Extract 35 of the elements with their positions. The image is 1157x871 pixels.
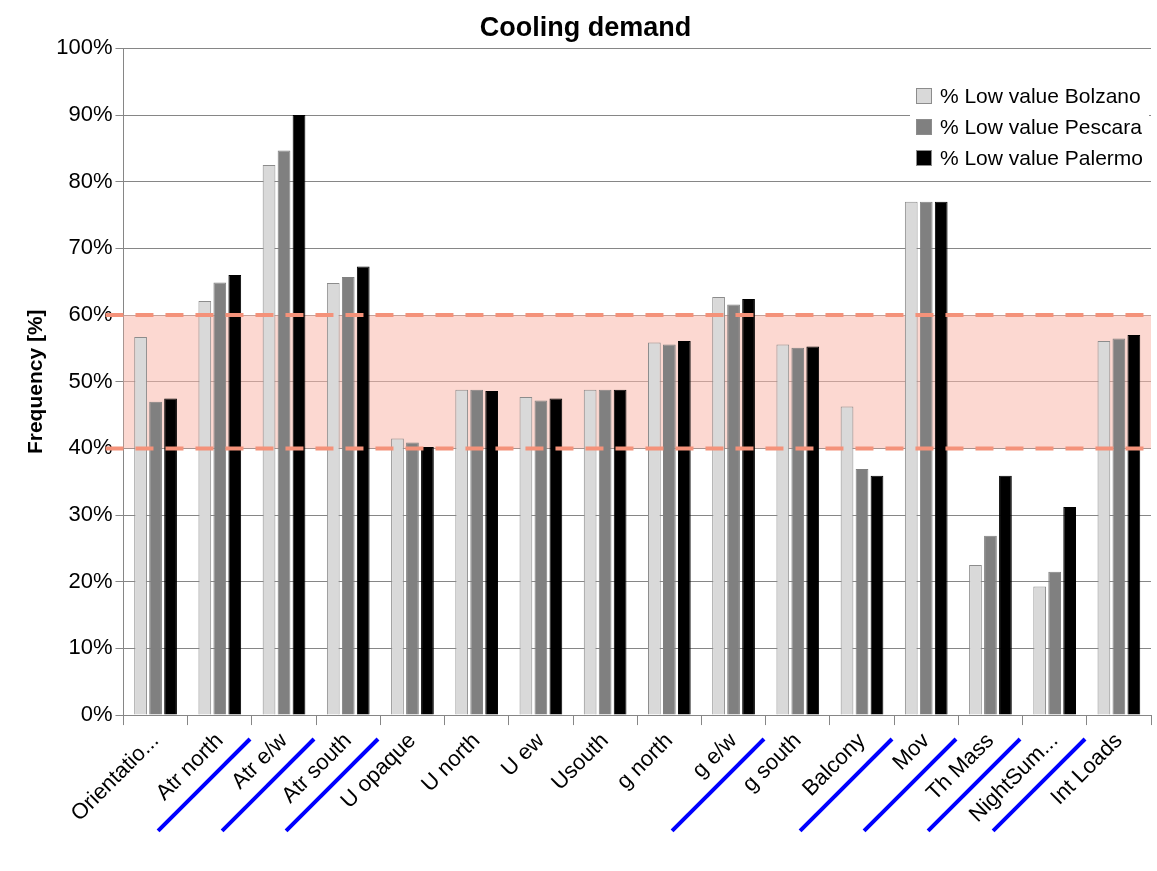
y-axis-title: Frequency [%] [23, 309, 47, 455]
legend-label: % Low value Palermo [938, 144, 1143, 171]
y-tick-label: 90% [68, 101, 113, 127]
bar [1063, 507, 1077, 715]
bar [421, 447, 434, 715]
bar [485, 391, 499, 715]
bar [292, 115, 306, 715]
bar [999, 475, 1012, 715]
y-tick-label: 10% [68, 634, 113, 660]
y-tick-label: 60% [68, 301, 113, 327]
y-tick-label: 20% [68, 567, 113, 593]
y-tick-label: 30% [68, 501, 113, 527]
x-tick-label: Mov [886, 727, 935, 775]
bar [549, 398, 563, 715]
x-tick-label: U ew [495, 727, 549, 781]
y-tick-label: 80% [68, 167, 113, 193]
bar [742, 299, 755, 715]
bar [613, 389, 627, 715]
bar [164, 398, 177, 715]
chart-title: Cooling demand [479, 11, 692, 42]
y-tick-label: 50% [68, 367, 113, 393]
y-tick-label: 40% [68, 434, 113, 460]
y-tick-label: 0% [80, 701, 113, 727]
legend-label: % Low value Pescara [938, 113, 1143, 140]
bar [934, 201, 948, 715]
bar [677, 341, 691, 715]
bar [228, 275, 242, 715]
bar [806, 346, 820, 715]
bar [1127, 335, 1141, 715]
bar [356, 266, 370, 715]
bar [870, 475, 884, 715]
y-tick-label: 100% [56, 34, 113, 60]
legend-label: % Low value Bolzano [938, 82, 1142, 109]
x-tick-label: g e/w [686, 727, 742, 783]
y-tick-label: 70% [68, 234, 113, 260]
